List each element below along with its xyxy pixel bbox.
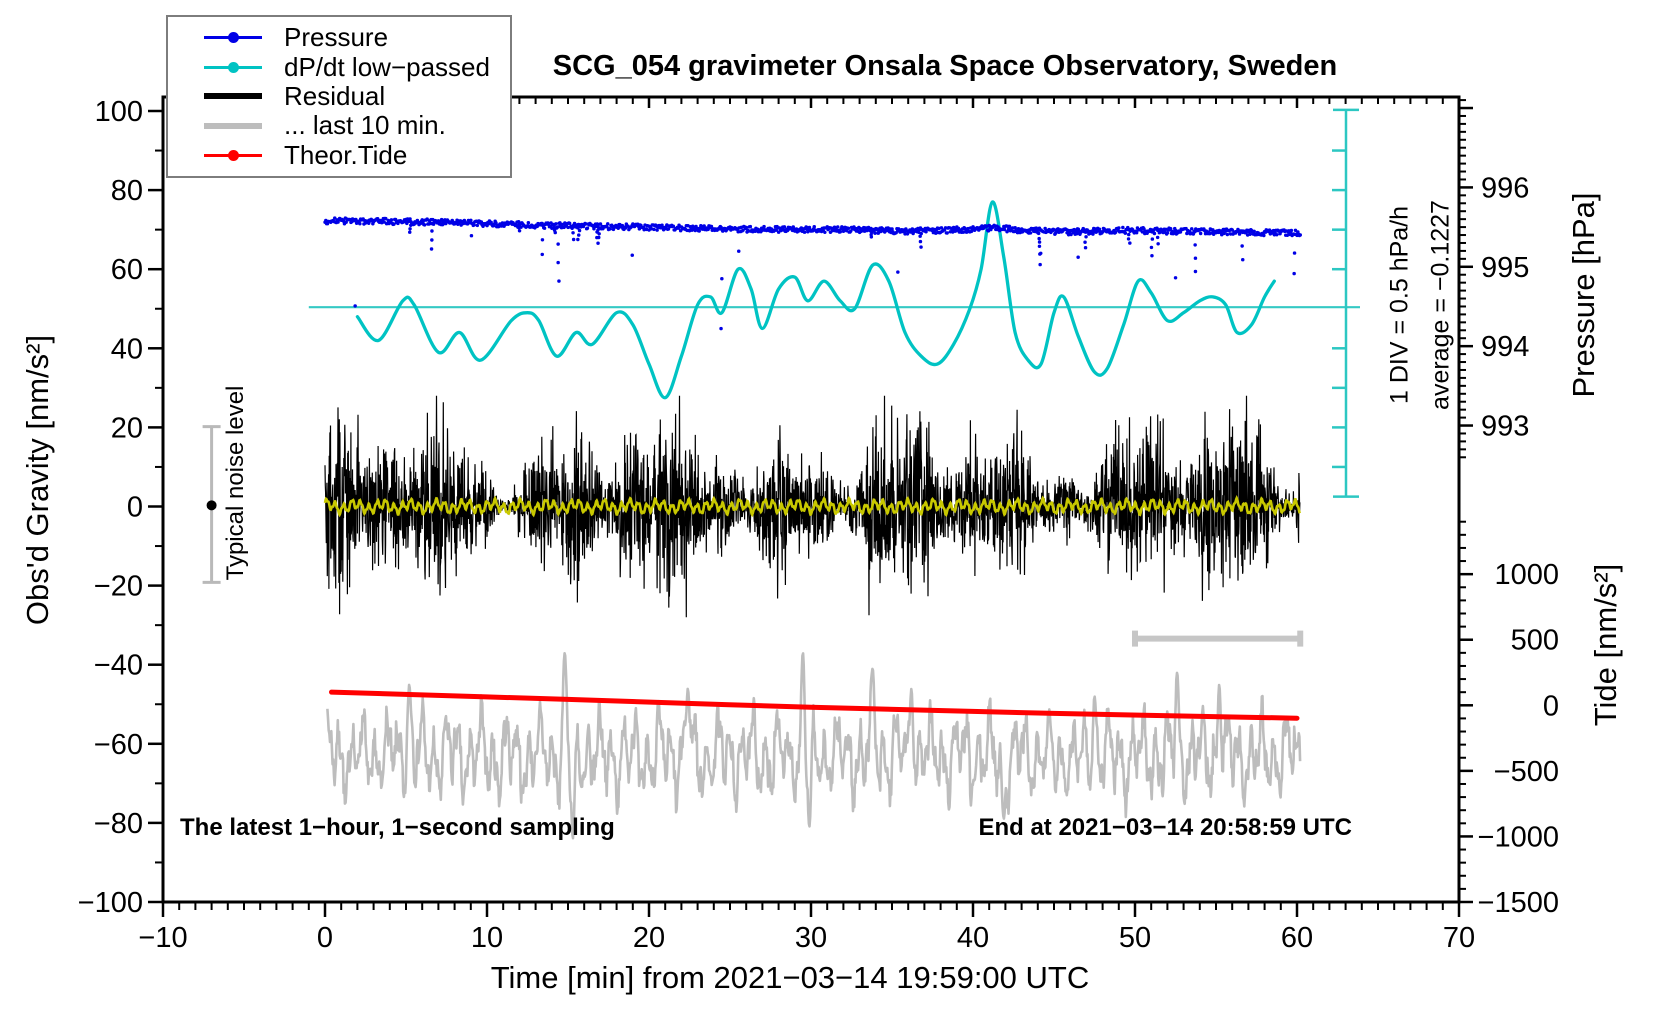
x-tick-label: 50 <box>1119 922 1151 954</box>
x-tick-label: 30 <box>795 922 827 954</box>
x-tick-label: 0 <box>317 922 333 954</box>
tide-tick-label: 0 <box>1543 690 1559 722</box>
y-left-tick-label: 80 <box>111 175 143 207</box>
legend-label: Residual <box>284 80 386 111</box>
y-left-axis-title: Obs'd Gravity [nm/s²] <box>20 334 55 626</box>
legend-line-sample <box>204 122 262 129</box>
tide-tick-label: −1500 <box>1478 887 1559 919</box>
y-left-tick-label: 60 <box>111 254 143 286</box>
y-left-tick-label: 100 <box>95 96 143 128</box>
legend-item: Residual <box>168 80 510 111</box>
legend-item: ... last 10 min. <box>168 110 510 141</box>
legend-item: Pressure <box>168 22 510 53</box>
x-tick-label: 20 <box>633 922 665 954</box>
tide-axis-title: Tide [nm/s²] <box>1588 563 1623 727</box>
x-tick-label: −10 <box>138 922 187 954</box>
pressure-axis-title: Pressure [hPa] <box>1566 192 1601 398</box>
legend-swatch-line-dot <box>204 61 262 73</box>
div-scale-annotation: 1 DIV = 0.5 hPa/h <box>1385 205 1414 405</box>
average-annotation: average = −0.1227 <box>1426 200 1455 410</box>
legend-line-sample <box>204 93 262 100</box>
pressure-tick-label: 996 <box>1481 172 1529 204</box>
legend-label: Theor.Tide <box>284 139 408 170</box>
x-tick-label: 10 <box>471 922 503 954</box>
x-tick-label: 70 <box>1443 922 1475 954</box>
pressure-series <box>323 216 1302 331</box>
legend-swatch-thick-line <box>204 122 262 129</box>
y-left-tick-label: −80 <box>94 808 143 840</box>
legend-item: Theor.Tide <box>168 139 510 170</box>
dpdt-series <box>355 200 1276 400</box>
noise-level-annotation: Typical noise level <box>222 385 249 581</box>
pressure-tick-label: 995 <box>1481 252 1529 284</box>
legend-dot-sample <box>228 61 239 73</box>
legend-label: Pressure <box>284 22 389 53</box>
y-left-tick-label: −60 <box>94 729 143 761</box>
last10min-series <box>326 652 1302 840</box>
y-left-tick-label: −100 <box>78 887 143 919</box>
legend-dot-sample <box>228 32 239 44</box>
y-left-tick-label: −20 <box>94 571 143 603</box>
residual-lowpass-series <box>323 495 1302 518</box>
y-left-tick-label: 0 <box>127 492 143 524</box>
legend-swatch-line-dot <box>204 149 262 161</box>
pressure-tick-label: 993 <box>1481 411 1529 443</box>
legend-swatch-thick-line <box>204 93 262 100</box>
tide-tick-label: −1000 <box>1478 821 1559 853</box>
legend-item: dP/dt low−passed <box>168 51 510 82</box>
pressure-tick-label: 994 <box>1481 331 1529 363</box>
legend-dot-sample <box>228 149 239 161</box>
noise-error-bar-dot <box>206 500 217 511</box>
y-left-tick-label: −40 <box>94 650 143 682</box>
x-tick-label: 60 <box>1281 922 1313 954</box>
end-time-annotation: End at 2021−03−14 20:58:59 UTC <box>978 814 1352 841</box>
page-title: SCG_054 gravimeter Onsala Space Observat… <box>552 50 1338 82</box>
tide-tick-label: −500 <box>1494 756 1559 788</box>
legend-swatch-line-dot <box>204 32 262 44</box>
legend-box: Pressure dP/dt low−passed Residual... last… <box>166 15 512 178</box>
tide-tick-label: 1000 <box>1494 559 1559 591</box>
sampling-annotation: The latest 1−hour, 1−second sampling <box>180 814 615 841</box>
y-left-tick-label: 20 <box>111 412 143 444</box>
tide-series <box>329 689 1300 721</box>
x-tick-label: 40 <box>957 922 989 954</box>
y-left-tick-label: 40 <box>111 333 143 365</box>
tide-tick-label: 500 <box>1511 625 1559 657</box>
residual-series <box>324 395 1301 618</box>
x-axis-title: Time [min] from 2021−03−14 19:59:00 UTC <box>490 960 1090 995</box>
legend-label: ... last 10 min. <box>284 110 446 141</box>
legend-label: dP/dt low−passed <box>284 51 490 82</box>
